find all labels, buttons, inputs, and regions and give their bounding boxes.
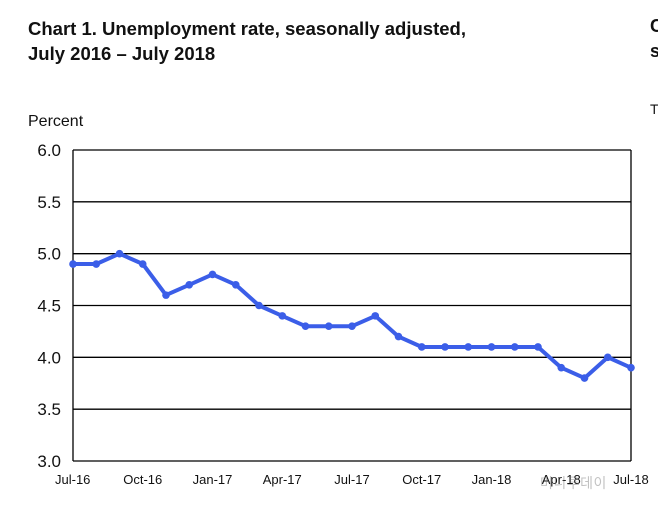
chart-title-line-1: Chart 1. Unemployment rate, seasonally a… bbox=[28, 18, 466, 39]
y-axis-label: Percent bbox=[28, 113, 84, 130]
data-point bbox=[441, 343, 449, 351]
data-point bbox=[301, 322, 310, 331]
data-point bbox=[138, 260, 147, 268]
y-tick-label: 4.0 bbox=[37, 348, 61, 367]
data-point bbox=[464, 343, 473, 351]
x-tick-label: Jul-16 bbox=[55, 472, 90, 487]
x-tick-label: Apr-17 bbox=[263, 472, 302, 487]
y-tick-label: 6.0 bbox=[37, 141, 61, 160]
data-point bbox=[534, 343, 542, 351]
data-point bbox=[510, 343, 519, 351]
data-point bbox=[115, 249, 124, 258]
y-tick-label: 5.0 bbox=[37, 245, 61, 264]
y-tick-labels: 3.0 3.5 4.0 4.5 5.0 5.5 6.0 bbox=[37, 141, 61, 471]
data-point bbox=[208, 270, 217, 279]
x-tick-label: Jul-17 bbox=[334, 472, 369, 487]
clipped-edge-text-1: C bbox=[650, 16, 658, 36]
x-tick-label: Oct-16 bbox=[123, 472, 162, 487]
data-point bbox=[603, 353, 612, 362]
data-point bbox=[417, 343, 426, 351]
data-point bbox=[487, 343, 496, 351]
y-tick-label: 5.5 bbox=[37, 193, 61, 212]
data-point bbox=[557, 363, 566, 372]
x-tick-label: Oct-17 bbox=[402, 472, 441, 487]
data-point bbox=[324, 322, 333, 331]
data-point bbox=[231, 280, 240, 289]
x-tick-label: Jan-17 bbox=[193, 472, 233, 487]
data-point bbox=[580, 374, 589, 382]
data-point bbox=[394, 332, 403, 341]
y-tick-label: 4.5 bbox=[37, 297, 61, 316]
x-tick-label: Jan-18 bbox=[472, 472, 512, 487]
y-tick-label: 3.0 bbox=[37, 452, 61, 471]
x-tick-label: Apr-18 bbox=[542, 472, 581, 487]
data-point bbox=[255, 301, 263, 310]
series-points bbox=[69, 249, 635, 382]
x-tick-labels: Jul-16 Oct-16 Jan-17 Apr-17 Jul-17 Oct-17 Jan-… bbox=[55, 472, 649, 487]
data-point bbox=[69, 260, 77, 268]
clipped-edge-text-2: s bbox=[650, 41, 658, 61]
y-tick-label: 3.5 bbox=[37, 400, 61, 419]
watermark-text: 머니투데이 bbox=[540, 476, 607, 492]
data-point bbox=[162, 291, 170, 299]
data-point bbox=[92, 260, 101, 268]
x-tick-label: Jul-18 bbox=[613, 472, 648, 487]
data-point bbox=[278, 312, 287, 320]
series-line bbox=[71, 251, 633, 381]
chart-title-line-2: July 2016 – July 2018 bbox=[28, 43, 216, 64]
data-point bbox=[627, 363, 635, 372]
series-line-path bbox=[71, 251, 633, 381]
data-point bbox=[185, 280, 194, 289]
gridlines bbox=[72, 149, 632, 462]
data-point bbox=[371, 312, 380, 320]
data-point bbox=[348, 322, 356, 331]
chart-title: Chart 1. Unemployment rate, seasonally a… bbox=[28, 16, 466, 66]
clipped-edge-text-3: T bbox=[650, 101, 658, 117]
